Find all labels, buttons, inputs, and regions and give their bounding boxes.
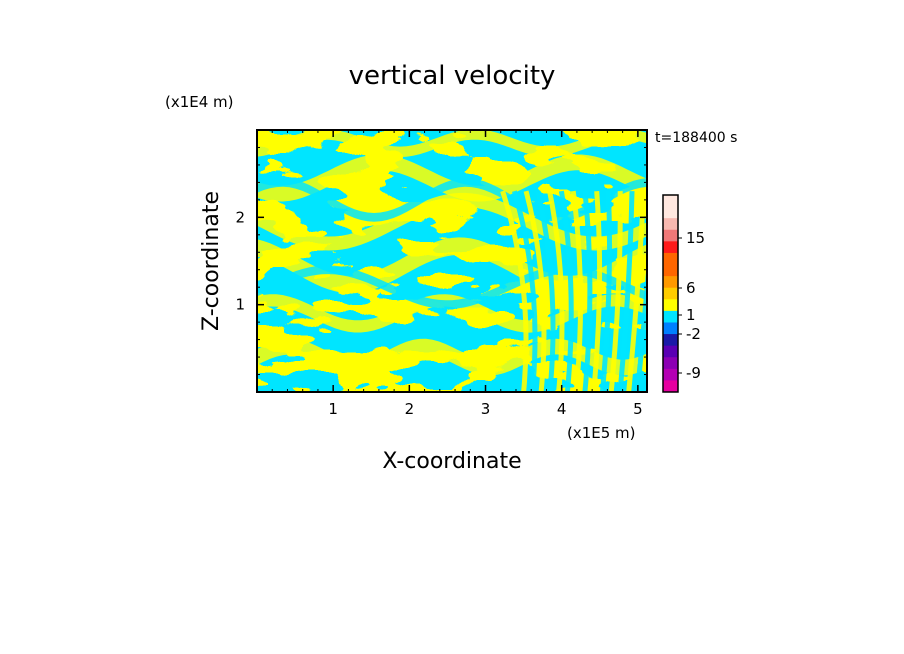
x-tick-label: 3: [481, 400, 491, 418]
field-plume-stripe: [511, 190, 538, 392]
colorbar-label: -2: [686, 325, 701, 343]
field-plume-stripe: [591, 190, 603, 392]
field-band: [257, 154, 647, 202]
colorbar-label: -9: [686, 364, 701, 382]
x-tick-label: 5: [633, 400, 643, 418]
field-plume-stripe: [570, 190, 584, 392]
colorbar-level: [663, 229, 678, 242]
y-tick-label: 1: [235, 296, 245, 314]
colorbar-level: [663, 195, 678, 208]
plot-area: [257, 130, 647, 392]
field-band: [257, 265, 647, 309]
colorbar-label: 6: [686, 279, 696, 297]
x-tick-label: 1: [328, 400, 338, 418]
colorbar-level: [663, 310, 678, 323]
field-band: [257, 178, 647, 222]
y-axis: 12: [235, 146, 647, 376]
colorbar-level: [663, 276, 678, 289]
colorbar: 15 6 1-2 -9: [662, 194, 705, 393]
colorbar-level: [663, 299, 678, 312]
x-tick-label: 2: [405, 400, 415, 418]
field-plume-stripe: [617, 191, 635, 392]
colorbar-level: [663, 345, 678, 358]
plot-frame: [256, 129, 648, 393]
field-band: [257, 192, 647, 251]
colorbar-level: [663, 264, 678, 277]
field-plume-stripe: [608, 191, 623, 392]
y-tick-label: 2: [235, 208, 245, 226]
colorbar-level: [663, 368, 678, 381]
colorbar-level: [663, 334, 678, 347]
colorbar-frame: [662, 194, 679, 393]
colorbar-label: 1: [686, 306, 696, 324]
field-band: [257, 338, 647, 376]
field-plume-stripe: [626, 191, 647, 392]
colorbar-label: 15: [686, 229, 705, 247]
colorbar-level: [663, 322, 678, 335]
x-scale-label: (x1E5 m): [567, 424, 636, 442]
x-axis-label: X-coordinate: [382, 449, 521, 474]
colorbar-level: [663, 206, 678, 219]
x-axis: 1 2 3 4 5: [271, 130, 643, 418]
field-plume-stripe: [500, 190, 529, 392]
y-scale-label: (x1E4 m): [165, 93, 234, 111]
field-band: [257, 294, 647, 333]
chart-title: vertical velocity: [349, 61, 556, 91]
field-plume-stripe: [582, 190, 593, 392]
field-plume-stripe: [599, 191, 613, 392]
field-plume-stripe: [535, 190, 556, 392]
field-plume-stripe: [523, 190, 547, 392]
colorbar-level: [663, 380, 678, 393]
colorbar-level: [663, 287, 678, 300]
field-plume-stripe: [558, 190, 574, 392]
y-axis-label: Z-coordinate: [199, 191, 224, 331]
field-plume-stripe: [547, 190, 565, 392]
colorbar-level: [663, 241, 678, 254]
colorbar-level: [663, 252, 678, 266]
field-band: [257, 130, 647, 158]
colorbar-level: [663, 357, 678, 370]
colorbar-level: [663, 218, 678, 231]
x-tick-label: 4: [557, 400, 567, 418]
time-label: t=188400 s: [655, 130, 737, 146]
